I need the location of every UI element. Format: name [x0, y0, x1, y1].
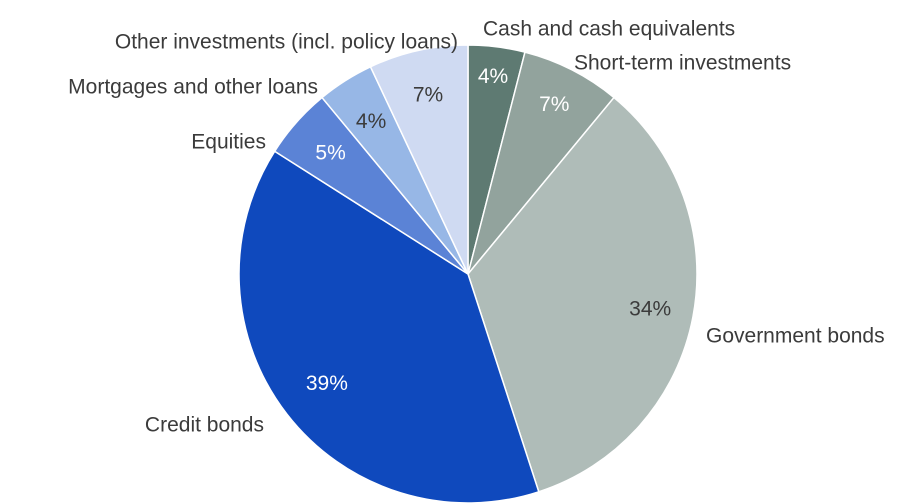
- pie-value-label: 34%: [629, 297, 671, 320]
- pie-slices: [238, 44, 698, 503]
- pie-value-label: 7%: [539, 93, 569, 116]
- pie-slice-government-bonds: [467, 96, 698, 493]
- pie-category-label: Cash and cash equivalents: [483, 18, 735, 41]
- pie-category-label: Equities: [191, 131, 266, 154]
- pie-category-label: Other investments (incl. policy loans): [115, 31, 458, 54]
- pie-category-label: Credit bonds: [145, 414, 264, 437]
- pie-category-labels: Cash and cash equivalents Short-term inve…: [68, 18, 884, 437]
- pie-value-label: 4%: [478, 65, 508, 88]
- pie-category-label: Government bonds: [706, 325, 885, 348]
- pie-category-label: Short-term investments: [574, 52, 791, 75]
- pie-category-label: Mortgages and other loans: [68, 76, 318, 99]
- pie-value-label: 7%: [413, 84, 443, 107]
- pie-slice-other-investments-incl-policy-loans: [369, 44, 469, 275]
- pie-value-labels: 4% 7% 34% 39% 5% 4% 7%: [306, 65, 671, 395]
- pie-value-label: 4%: [356, 110, 386, 133]
- pie-value-label: 39%: [306, 372, 348, 395]
- pie-value-label: 5%: [315, 141, 345, 164]
